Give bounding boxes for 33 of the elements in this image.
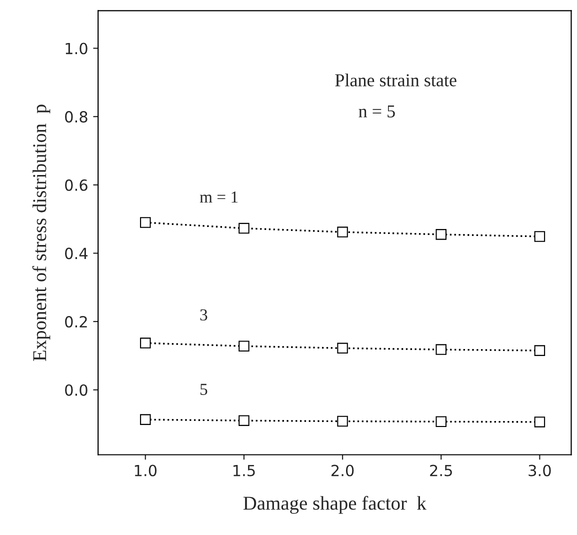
x-tick-label: 2.0 [332,464,354,476]
x-tick-label: 2.5 [430,464,452,476]
series-label: 5 [200,384,208,395]
y-tick-label: 0.0 [65,384,88,396]
point [436,416,446,427]
point [140,217,151,228]
y-tick-label: 0.6 [65,179,88,191]
point [534,416,546,428]
series-label: m = 1 [200,192,238,203]
point [436,344,446,355]
y-tick-label: 0.8 [65,111,88,123]
x-axis-title: Damage shape factor k [243,496,426,514]
point [238,340,250,352]
point [337,416,348,427]
y-tick-label: 1.0 [66,42,88,54]
point [534,345,546,356]
point [238,222,250,234]
point [140,338,151,348]
annotation: n = 5 [358,105,395,118]
x-tick-label: 1.0 [134,464,157,476]
point [534,231,546,242]
point [436,229,446,240]
y-tick-label: 0.2 [65,316,87,328]
x-tick-label: 3.0 [528,464,551,476]
point [337,342,348,354]
series-label: 3 [200,309,208,321]
y-axis-title: Exponent of stress distribution p [32,104,50,361]
x-tick-label: 1.5 [234,464,255,476]
point [238,415,250,426]
point [140,414,151,425]
point [337,226,348,238]
annotation: Plane strain state [335,74,456,86]
y-tick-label: 0.4 [65,248,88,260]
